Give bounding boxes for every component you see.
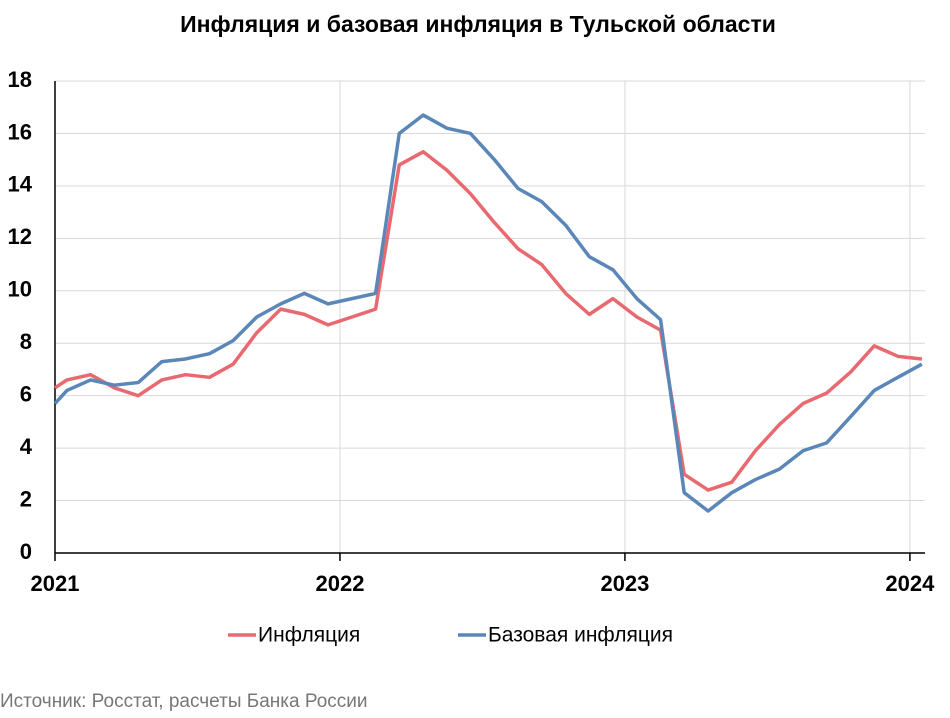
y-tick-label: 8 [20, 329, 32, 354]
x-tick-label: 2023 [600, 571, 649, 596]
series-line [53, 113, 923, 513]
y-tick-label: 0 [20, 539, 32, 564]
x-tick-label: 2021 [31, 571, 80, 596]
y-tick-label: 16 [8, 119, 32, 144]
legend-label: Базовая инфляция [488, 624, 673, 647]
series-line [54, 150, 923, 492]
x-tick-label: 2024 [885, 571, 935, 596]
y-tick-label: 14 [8, 172, 33, 197]
y-tick-label: 2 [20, 486, 32, 511]
legend-label: Инфляция [258, 624, 360, 647]
y-tick-label: 18 [8, 67, 32, 92]
y-tick-label: 6 [20, 381, 32, 406]
source-note: Источник: Росстат, расчеты Банка России [0, 691, 368, 712]
y-tick-label: 10 [8, 277, 32, 302]
chart-title: Инфляция и базовая инфляция в Тульской о… [180, 11, 776, 37]
y-tick-label: 12 [8, 224, 32, 249]
y-tick-label: 4 [20, 434, 33, 459]
x-tick-label: 2022 [315, 571, 364, 596]
